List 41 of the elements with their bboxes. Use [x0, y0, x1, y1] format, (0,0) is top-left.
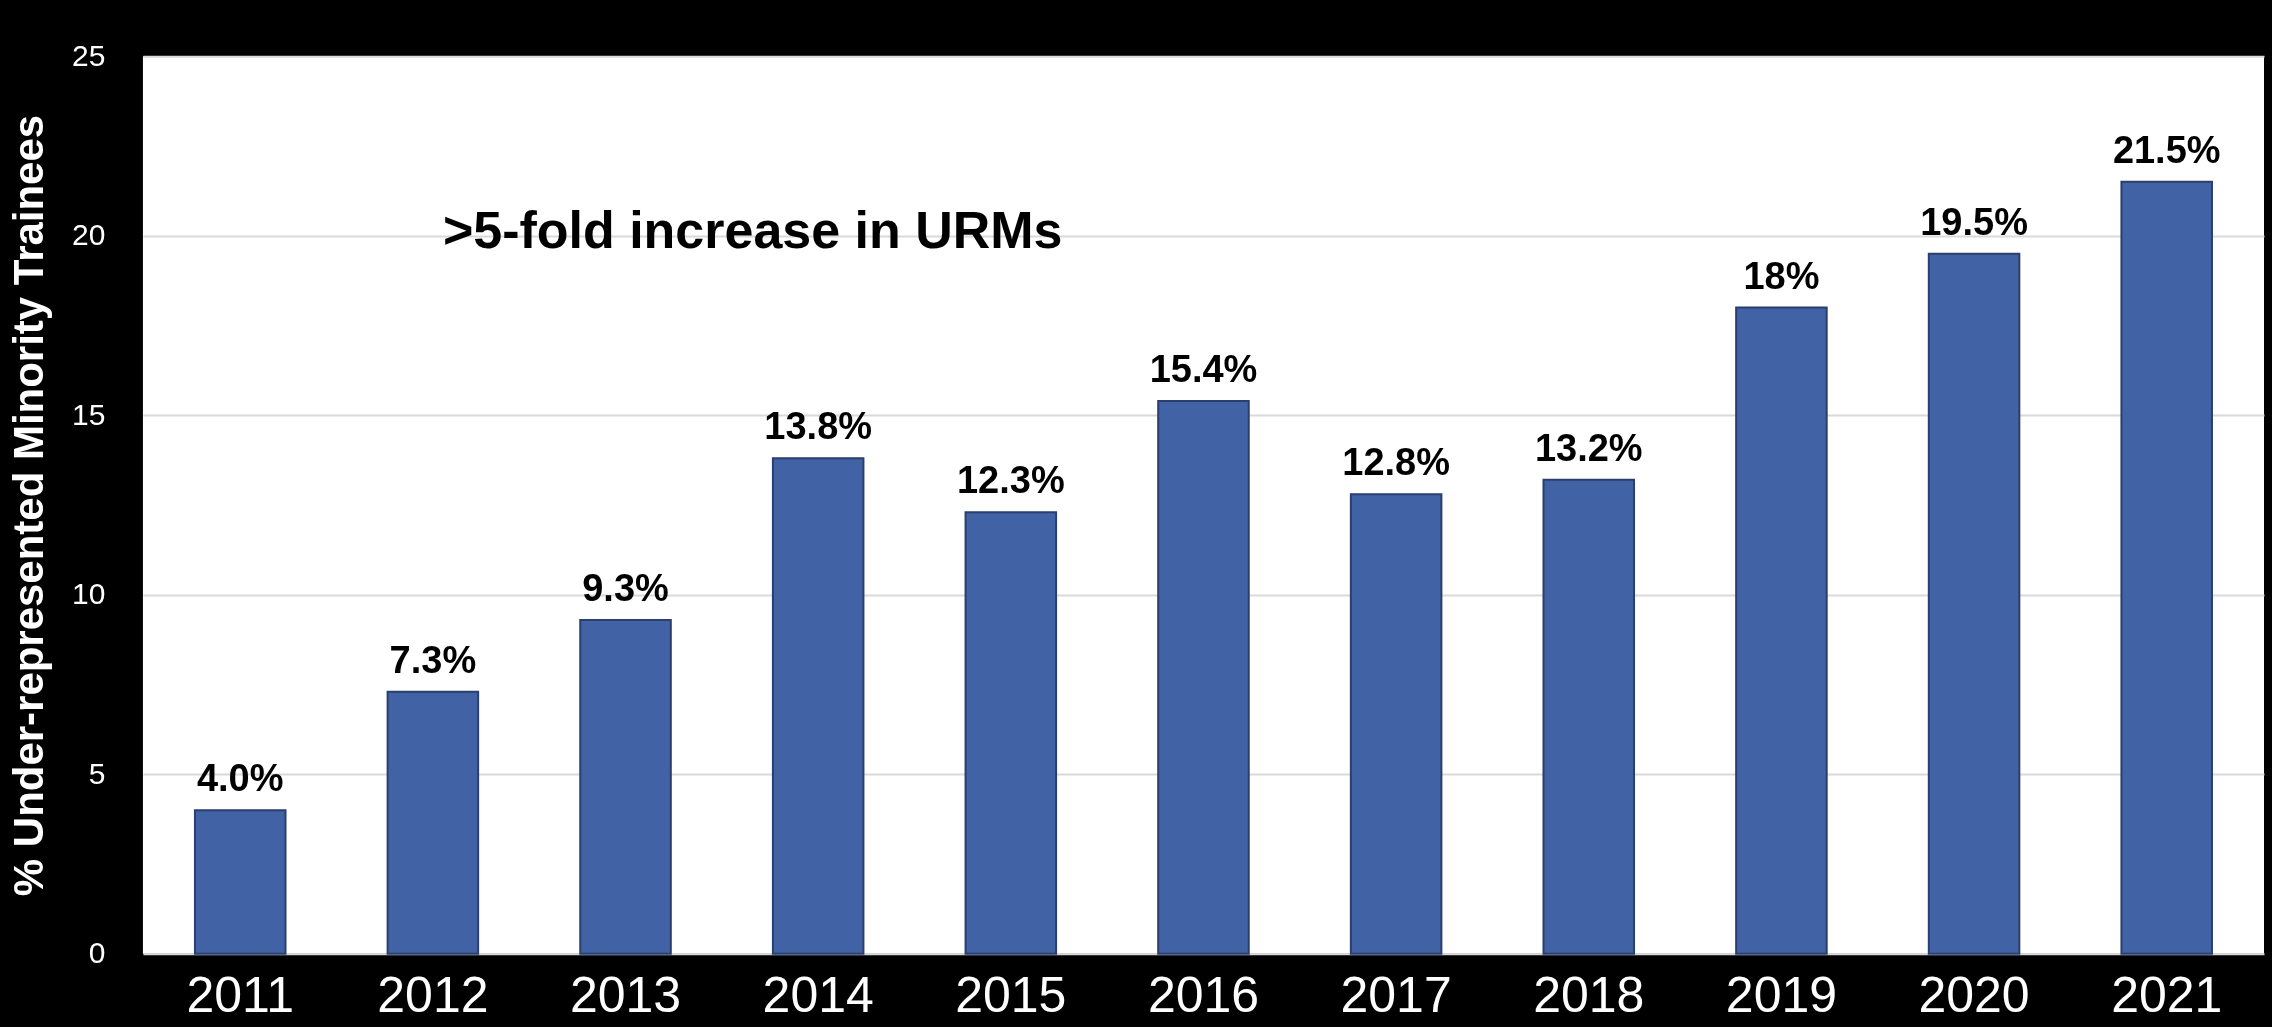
bar — [1927, 252, 2021, 955]
y-axis-title: % Under-represented Minority Trainees — [5, 114, 53, 897]
data-label: 15.4% — [1149, 347, 1258, 390]
annotation: >5-fold increase in URMs — [442, 201, 1063, 260]
data-label: 4.0% — [196, 757, 284, 800]
x-tick-label: 2014 — [762, 967, 874, 1024]
data-label: 18% — [1743, 254, 1820, 297]
bar — [1157, 399, 1250, 955]
bar — [579, 618, 672, 955]
bar — [193, 809, 287, 955]
bar — [771, 457, 865, 955]
y-tick-label: 10 — [72, 577, 106, 611]
data-label: 21.5% — [2112, 128, 2221, 171]
bar — [964, 511, 1058, 955]
x-tick-label: 2012 — [377, 967, 489, 1024]
y-tick-label: 5 — [88, 756, 106, 790]
y-tick-label: 25 — [72, 38, 106, 72]
bar — [1349, 493, 1443, 955]
data-label: 12.8% — [1342, 441, 1450, 484]
data-label: 13.8% — [764, 405, 873, 448]
x-tick-label: 2011 — [186, 967, 294, 1024]
bar — [386, 690, 480, 955]
y-tick-label: 0 — [88, 936, 106, 970]
x-tick-label: 2017 — [1340, 967, 1452, 1024]
y-tick-label: 20 — [72, 218, 106, 252]
bar — [2120, 180, 2213, 955]
x-tick-label: 2018 — [1533, 967, 1645, 1024]
x-tick-label: 2021 — [2111, 967, 2223, 1024]
data-label: 7.3% — [389, 638, 477, 681]
x-tick-label: 2016 — [1147, 967, 1260, 1024]
data-label: 9.3% — [582, 566, 669, 609]
bar — [1542, 478, 1636, 955]
x-tick-label: 2013 — [569, 967, 682, 1024]
data-label: 19.5% — [1920, 200, 2028, 243]
data-label: 13.2% — [1534, 426, 1643, 469]
y-tick-label: 15 — [72, 397, 106, 431]
data-label: 12.3% — [956, 459, 1065, 502]
x-tick-label: 2015 — [955, 967, 1067, 1024]
x-tick-label: 2020 — [1918, 967, 2030, 1024]
x-tick-label: 2019 — [1725, 967, 1837, 1024]
bar — [1735, 306, 1828, 955]
